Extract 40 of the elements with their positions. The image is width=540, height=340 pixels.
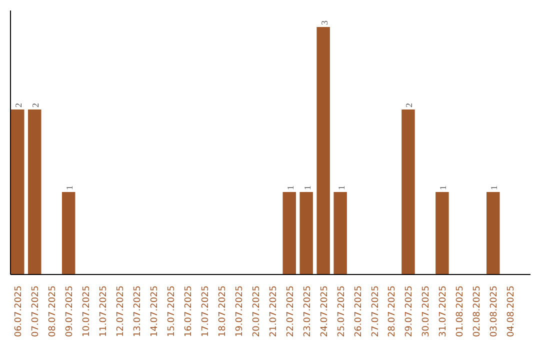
x-tick-label: 04.08.2025	[506, 286, 517, 338]
x-tick-label: 24.07.2025	[320, 286, 330, 338]
data-label: 2	[14, 103, 24, 108]
x-tick-label: 23.07.2025	[302, 286, 313, 338]
x-tick-label: 02.08.2025	[472, 286, 483, 338]
x-tick-label: 14.07.2025	[150, 286, 160, 338]
x-tick-label: 09.07.2025	[65, 286, 76, 338]
x-tick-label: 07.07.2025	[31, 286, 42, 338]
x-tick-label: 11.07.2025	[99, 286, 110, 338]
x-tick-label: 12.07.2025	[116, 286, 126, 338]
data-label: 2	[30, 103, 41, 108]
x-tick-label: 28.07.2025	[388, 286, 398, 338]
data-label: 1	[489, 186, 500, 190]
x-tick-label: 17.07.2025	[200, 286, 211, 338]
x-tick-label: 08.07.2025	[48, 286, 58, 338]
x-tick-label: 01.08.2025	[456, 286, 466, 338]
x-tick-label: 20.07.2025	[252, 286, 262, 338]
x-tick-label: 16.07.2025	[184, 286, 194, 338]
data-label: 1	[336, 186, 346, 190]
data-label: 1	[438, 186, 448, 190]
x-tick-label: 25.07.2025	[336, 286, 347, 338]
x-tick-label: 31.07.2025	[438, 286, 449, 338]
data-label: 3	[319, 20, 330, 25]
x-tick-label: 10.07.2025	[82, 286, 92, 338]
x-tick-label: 30.07.2025	[422, 286, 432, 338]
x-tick-label: 15.07.2025	[166, 286, 177, 338]
data-label: 1	[64, 186, 75, 190]
x-tick-label: 13.07.2025	[133, 286, 144, 338]
x-tick-label: 26.07.2025	[354, 286, 364, 338]
x-tick-label: 21.07.2025	[268, 286, 279, 338]
x-tick-label: 18.07.2025	[218, 286, 228, 338]
x-tick-label: 29.07.2025	[404, 286, 415, 338]
x-tick-label: 19.07.2025	[234, 286, 245, 338]
x-tick-label: 27.07.2025	[370, 286, 381, 338]
x-tick-label: 06.07.2025	[14, 286, 24, 338]
data-label: 1	[285, 186, 296, 190]
x-tick-label: 22.07.2025	[286, 286, 296, 338]
data-label: 2	[404, 103, 414, 108]
x-tick-label: 03.08.2025	[490, 286, 500, 338]
data-label: 1	[302, 186, 312, 190]
